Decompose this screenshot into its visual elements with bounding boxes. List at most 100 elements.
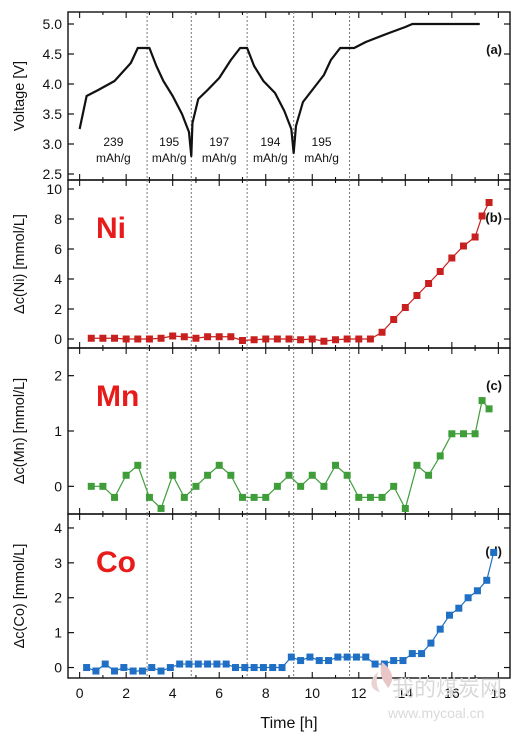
data-marker-mn <box>343 471 351 479</box>
data-marker-co <box>455 604 463 612</box>
y-tick-label-voltage: 3.0 <box>43 136 63 152</box>
data-marker-ni <box>308 335 316 343</box>
data-marker-co <box>204 660 212 668</box>
data-marker-ni <box>99 334 107 342</box>
y-tick-label-mn: 0 <box>54 478 62 494</box>
data-marker-co <box>343 653 351 661</box>
y-tick-label-voltage: 4.5 <box>43 46 63 62</box>
data-marker-co <box>362 653 370 661</box>
data-marker-ni <box>169 332 177 340</box>
data-marker-ni <box>215 333 223 341</box>
data-marker-co <box>371 660 379 668</box>
data-marker-mn <box>459 430 467 438</box>
data-marker-mn <box>297 482 305 490</box>
y-tick-label-voltage: 3.5 <box>43 106 63 122</box>
data-marker-mn <box>355 493 363 501</box>
data-marker-co <box>390 657 398 665</box>
data-marker-ni <box>436 268 444 275</box>
capacity-unit: mAh/g <box>304 151 339 165</box>
y-axis-label-voltage: Voltage [V] <box>12 61 28 131</box>
data-marker-co <box>111 667 119 675</box>
data-marker-ni <box>134 335 142 343</box>
y-axis-label-ni: Δc(Ni) [mmol/L] <box>12 214 28 314</box>
data-marker-co <box>176 660 184 668</box>
data-marker-co <box>427 639 435 647</box>
data-marker-ni <box>425 280 433 287</box>
data-marker-mn <box>111 493 119 501</box>
data-marker-co <box>278 664 286 672</box>
data-marker-ni <box>390 316 398 323</box>
data-marker-mn <box>478 397 486 405</box>
y-tick-label-co: 3 <box>54 555 62 571</box>
element-label-ni: Ni <box>96 212 126 245</box>
data-marker-co <box>185 660 193 668</box>
data-marker-ni <box>448 254 456 262</box>
data-marker-ni <box>238 337 246 344</box>
data-marker-co <box>241 664 249 672</box>
data-marker-mn <box>145 493 153 501</box>
series-line-ni <box>91 202 490 342</box>
data-marker-mn <box>204 471 212 479</box>
data-marker-mn <box>238 493 246 501</box>
data-marker-co <box>166 664 174 672</box>
panel-tag-ni: (b) <box>485 210 502 225</box>
data-marker-mn <box>169 471 177 479</box>
data-marker-co <box>352 653 360 661</box>
y-axis-label-co: Δc(Co) [mmol/L] <box>12 544 28 649</box>
y-axis-label-mn: Δc(Mn) [mmol/L] <box>12 378 28 484</box>
y-tick-label-mn: 1 <box>54 423 62 439</box>
data-marker-mn <box>273 482 281 490</box>
data-marker-co <box>120 664 128 672</box>
data-marker-ni <box>180 333 188 341</box>
data-marker-mn <box>180 493 188 501</box>
y-tick-label-ni: 10 <box>46 181 62 197</box>
y-tick-label-ni: 2 <box>54 301 62 317</box>
data-marker-ni <box>378 328 386 336</box>
data-marker-ni <box>366 335 374 343</box>
x-tick-label: 16 <box>444 685 460 701</box>
data-marker-co <box>483 576 491 584</box>
data-marker-ni <box>87 334 95 342</box>
y-tick-label-ni: 4 <box>54 271 62 287</box>
data-marker-co <box>306 653 314 661</box>
capacity-value: 239 <box>103 135 123 149</box>
y-tick-label-co: 2 <box>54 590 62 606</box>
data-marker-co <box>464 594 472 602</box>
data-marker-ni <box>413 292 421 299</box>
x-tick-label: 14 <box>398 685 414 701</box>
data-marker-mn <box>227 471 235 479</box>
data-marker-co <box>231 664 239 672</box>
plot-frame-mn <box>67 347 511 515</box>
watermark-text: 我的煤炭网 <box>392 676 502 701</box>
plot-frame-co <box>67 513 511 679</box>
data-marker-mn <box>250 493 258 501</box>
data-marker-co <box>194 660 202 668</box>
data-marker-co <box>129 667 137 675</box>
capacity-value: 195 <box>312 135 332 149</box>
capacity-value: 194 <box>260 135 280 149</box>
data-marker-co <box>297 657 305 665</box>
data-marker-mn <box>192 482 200 490</box>
data-marker-ni <box>320 337 328 345</box>
plot-frame-voltage <box>67 11 511 181</box>
plot-frame-ni <box>67 179 511 349</box>
data-marker-mn <box>413 461 421 469</box>
data-marker-co <box>250 664 258 672</box>
capacity-unit: mAh/g <box>96 151 131 165</box>
data-marker-ni <box>485 199 493 206</box>
data-marker-co <box>157 667 165 675</box>
panel-mn: 0 1 2 Δc(Mn) [mmol/L] (c) Mn <box>12 347 511 515</box>
data-marker-mn <box>366 493 374 501</box>
data-marker-mn <box>436 452 444 460</box>
data-marker-mn <box>215 461 223 469</box>
data-marker-co <box>259 664 267 672</box>
element-label-co: Co <box>96 546 136 579</box>
series-line-mn <box>91 399 490 511</box>
data-marker-mn <box>448 430 456 438</box>
data-marker-ni <box>111 334 119 342</box>
data-marker-mn <box>285 471 293 479</box>
x-tick-label: 18 <box>491 685 507 701</box>
y-tick-label-ni: 0 <box>54 331 62 347</box>
